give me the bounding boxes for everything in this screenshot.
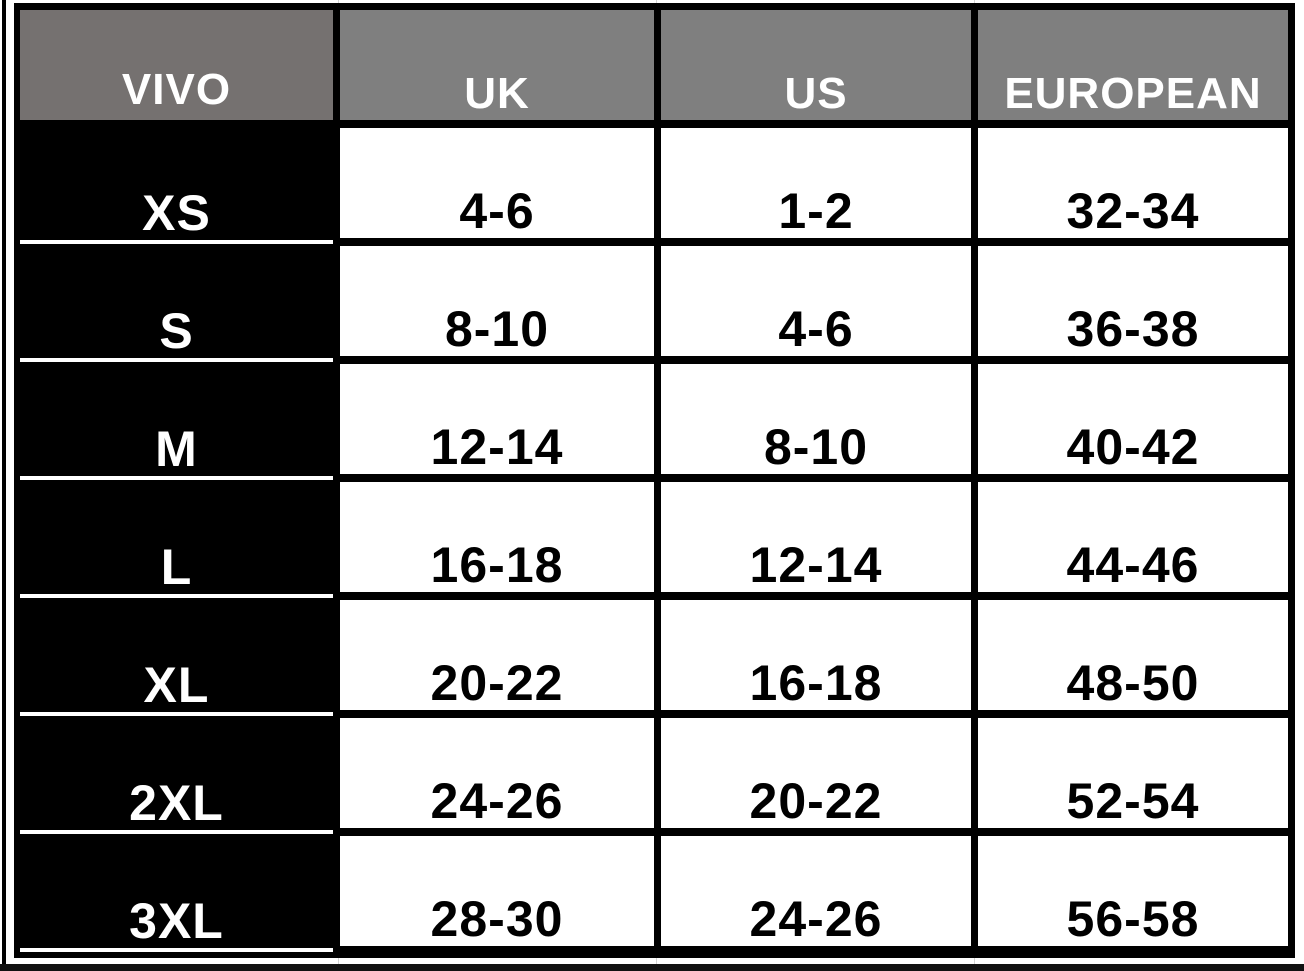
sheet-edge — [2, 0, 6, 971]
eu-cell: 32-34 — [978, 128, 1288, 238]
us-cell: 12-14 — [661, 482, 971, 592]
uk-cell: 24-26 — [340, 718, 654, 828]
eu-cell: 52-54 — [978, 718, 1288, 828]
size-cell: L — [20, 482, 333, 598]
uk-cell: 16-18 — [340, 482, 654, 592]
us-cell: 24-26 — [661, 836, 971, 946]
uk-cell: 4-6 — [340, 128, 654, 238]
header-uk: UK — [340, 10, 654, 120]
us-cell: 4-6 — [661, 246, 971, 356]
uk-cell: 28-30 — [340, 836, 654, 946]
size-cell: 3XL — [20, 836, 333, 952]
size-cell: S — [20, 246, 333, 362]
uk-cell: 12-14 — [340, 364, 654, 474]
size-cell: M — [20, 364, 333, 480]
size-chart-table: VIVO UK US EUROPEAN XS 4-6 1-2 32-34 S 8-10 4-… — [20, 10, 1288, 952]
us-cell: 1-2 — [661, 128, 971, 238]
us-cell: 20-22 — [661, 718, 971, 828]
uk-cell: 20-22 — [340, 600, 654, 710]
eu-cell: 56-58 — [978, 836, 1288, 946]
eu-cell: 48-50 — [978, 600, 1288, 710]
header-brand: VIVO — [20, 10, 333, 120]
us-cell: 8-10 — [661, 364, 971, 474]
us-cell: 16-18 — [661, 600, 971, 710]
eu-cell: 36-38 — [978, 246, 1288, 356]
sheet-edge — [0, 964, 1304, 971]
header-european: EUROPEAN — [978, 10, 1288, 120]
eu-cell: 44-46 — [978, 482, 1288, 592]
size-cell: 2XL — [20, 718, 333, 834]
uk-cell: 8-10 — [340, 246, 654, 356]
size-cell: XS — [20, 128, 333, 244]
size-cell: XL — [20, 600, 333, 716]
eu-cell: 40-42 — [978, 364, 1288, 474]
header-us: US — [661, 10, 971, 120]
